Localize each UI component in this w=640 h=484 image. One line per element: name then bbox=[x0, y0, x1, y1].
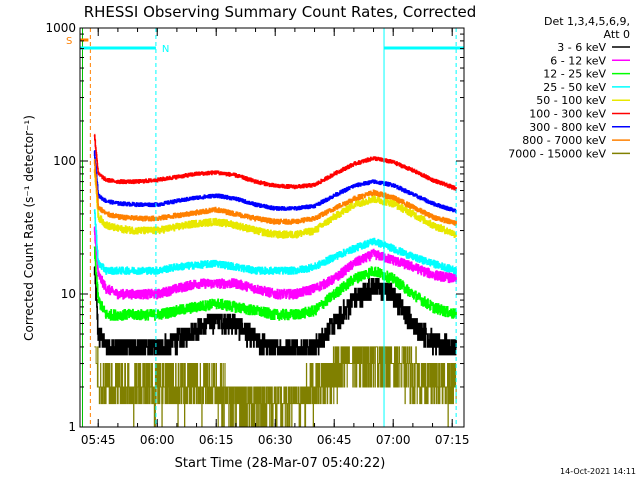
legend-header: Att 0 bbox=[604, 28, 630, 41]
series-3-6-kev bbox=[93, 266, 457, 356]
series-line bbox=[93, 209, 457, 275]
series-800-7000-kev bbox=[93, 158, 457, 226]
y-tick-label: 1 bbox=[68, 420, 76, 434]
x-tick-label: 07:00 bbox=[376, 433, 411, 447]
series-line bbox=[93, 150, 457, 213]
legend-entry: 100 - 300 keV bbox=[529, 108, 630, 121]
legend-header: Det 1,3,4,5,6,9, bbox=[544, 15, 630, 28]
legend-label: 800 - 7000 keV bbox=[522, 134, 606, 147]
series-6-12-kev bbox=[93, 226, 457, 300]
flag-label: N bbox=[162, 44, 169, 55]
series-12-25-kev bbox=[93, 246, 457, 321]
series-300-800-kev bbox=[93, 150, 457, 213]
legend-entry: 7000 - 15000 keV bbox=[508, 147, 630, 160]
legend-entry: 25 - 50 keV bbox=[543, 81, 630, 94]
series-line bbox=[93, 168, 457, 239]
legend-label: 300 - 800 keV bbox=[529, 121, 606, 134]
legend-label: 7000 - 15000 keV bbox=[508, 147, 606, 160]
y-tick-label: 10 bbox=[61, 287, 76, 301]
legend-entry: 300 - 800 keV bbox=[529, 121, 630, 134]
series-line bbox=[93, 246, 457, 321]
legend-label: 12 - 25 keV bbox=[543, 68, 606, 81]
legend-label: 25 - 50 keV bbox=[543, 81, 606, 94]
legend-label: 3 - 6 keV bbox=[557, 41, 606, 54]
x-tick-label: 06:45 bbox=[317, 433, 352, 447]
x-axis-label: Start Time (28-Mar-07 05:40:22) bbox=[175, 456, 386, 471]
legend-entry: 50 - 100 keV bbox=[536, 94, 630, 107]
series-100-300-kev bbox=[93, 133, 457, 191]
x-tick-label: 06:30 bbox=[258, 433, 293, 447]
x-tick-label: 07:15 bbox=[435, 433, 470, 447]
plot-timestamp: 14-Oct-2021 14:11 bbox=[560, 467, 636, 476]
marker-layer: SN bbox=[66, 28, 464, 427]
series-line bbox=[93, 226, 457, 300]
legend-label: 100 - 300 keV bbox=[529, 108, 606, 121]
series-50-100-kev bbox=[93, 168, 457, 239]
series-line bbox=[93, 266, 457, 356]
legend-entry: 6 - 12 keV bbox=[550, 54, 630, 67]
x-tick-label: 06:15 bbox=[199, 433, 234, 447]
axes-layer: 1 10 100 1000 05:45 06:00 06:15 06:30 06:45 07:00… bbox=[45, 21, 469, 447]
y-tick-label: 100 bbox=[53, 154, 76, 168]
legend-entry: 3 - 6 keV bbox=[557, 41, 630, 54]
legend-label: 50 - 100 keV bbox=[536, 94, 606, 107]
x-tick-label: 06:00 bbox=[140, 433, 175, 447]
series-line bbox=[93, 133, 457, 191]
legend-entry: 12 - 25 keV bbox=[543, 68, 630, 81]
legend-label: 6 - 12 keV bbox=[550, 54, 606, 67]
plot-frame bbox=[79, 27, 465, 428]
legend-entry: 800 - 7000 keV bbox=[522, 134, 630, 147]
data-layer bbox=[93, 133, 457, 428]
x-tick-label: 05:45 bbox=[81, 433, 116, 447]
series-25-50-kev bbox=[93, 209, 457, 275]
flag-label: S bbox=[66, 36, 72, 47]
y-axis-label: Corrected Count Rate (s⁻¹ detector⁻¹) bbox=[22, 115, 36, 341]
chart-title: RHESSI Observing Summary Count Rates, Co… bbox=[84, 3, 477, 21]
y-tick-label: 1000 bbox=[45, 21, 76, 35]
series-line bbox=[93, 158, 457, 226]
